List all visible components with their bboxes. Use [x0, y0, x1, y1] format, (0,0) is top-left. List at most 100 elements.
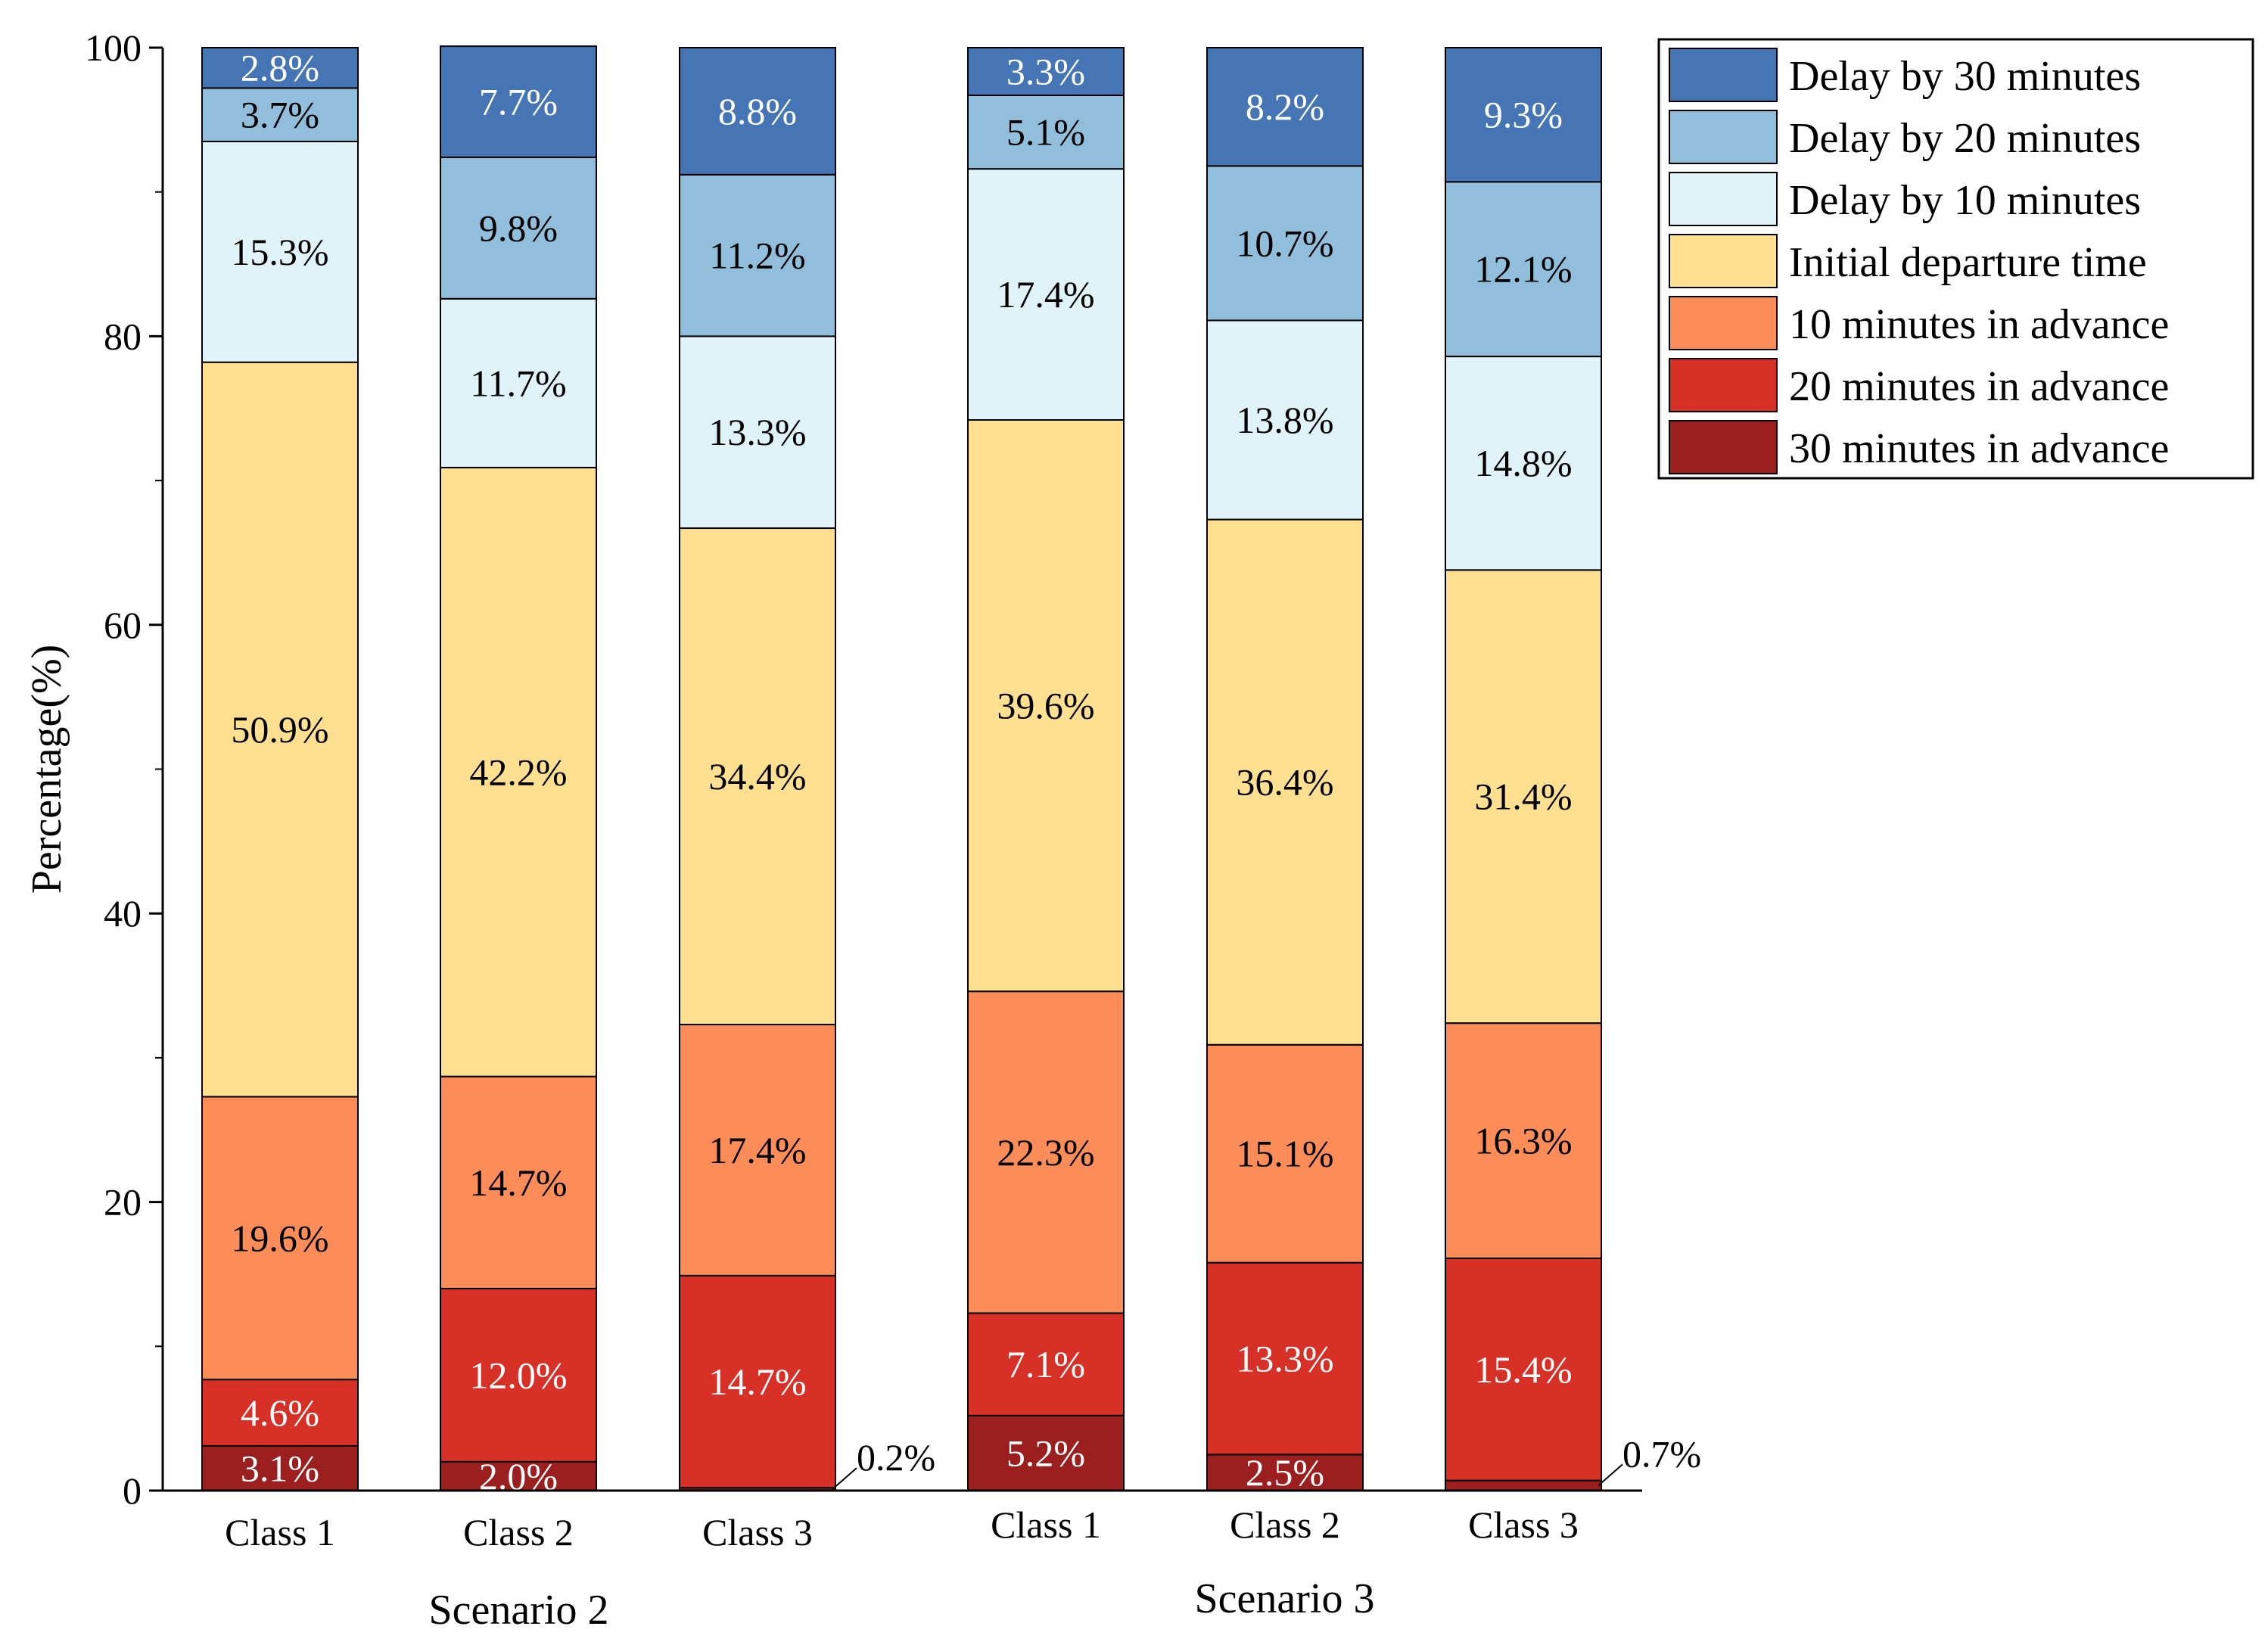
data-label: 12.0%	[469, 1354, 567, 1396]
bar-segment-delay-by-10-minutes-3	[679, 335, 836, 530]
data-label: 7.1%	[1006, 1343, 1085, 1385]
data-label: 14.7%	[469, 1161, 567, 1204]
data-label: 10.7%	[1236, 222, 1333, 264]
y-tick-label: 40	[104, 892, 142, 934]
bar-segment-delay-by-20-minutes-6	[1445, 181, 1602, 358]
group-label: Scenario 2	[429, 1587, 609, 1634]
bar-segment-20-minutes-in-advance-6	[1445, 1257, 1602, 1482]
callout-label: 0.7%	[1622, 1432, 1701, 1475]
data-label: 15.4%	[1474, 1348, 1572, 1391]
legend-label: Delay by 30 minutes	[1789, 53, 2141, 100]
data-label: 15.3%	[231, 231, 328, 273]
bar-segment-initial-departure-time-1	[201, 361, 359, 1098]
y-tick-label: 100	[85, 26, 142, 69]
bar-segment-20-minutes-in-advance-4	[967, 1312, 1125, 1416]
data-label: 12.1%	[1474, 248, 1572, 291]
data-label: 3.3%	[1006, 50, 1085, 92]
bar-segment-initial-departure-time-5	[1206, 518, 1364, 1046]
legend-swatch-delay-by-10-minutes	[1669, 172, 1778, 226]
data-label: 11.7%	[470, 362, 566, 404]
data-label: 5.1%	[1006, 111, 1085, 154]
data-label: 2.5%	[1246, 1451, 1324, 1494]
bar-segment-30-minutes-in-advance-2	[440, 1460, 597, 1491]
data-label: 39.6%	[997, 685, 1094, 727]
data-label: 14.8%	[1474, 442, 1572, 484]
bar-segment-delay-by-30-minutes-2	[440, 45, 597, 158]
y-axis-title: Percentage(%)	[23, 645, 70, 894]
legend-label: Initial departure time	[1789, 239, 2147, 286]
data-label: 9.8%	[479, 207, 558, 249]
y-tick-label: 0	[123, 1469, 142, 1512]
data-label: 5.2%	[1006, 1432, 1085, 1474]
bar-segment-initial-departure-time-4	[967, 419, 1125, 993]
legend-label: Delay by 10 minutes	[1789, 177, 2141, 224]
bar-segment-10-minutes-in-advance-2	[440, 1075, 597, 1290]
data-label: 22.3%	[997, 1131, 1094, 1174]
legend-label: 30 minutes in advance	[1789, 425, 2169, 472]
bar-segment-10-minutes-in-advance-3	[679, 1024, 836, 1276]
x-tick-label: Class 2	[1230, 1503, 1340, 1546]
data-label: 8.2%	[1246, 86, 1324, 128]
legend-swatch-initial-departure-time	[1669, 234, 1778, 288]
bar-segment-10-minutes-in-advance-4	[967, 990, 1125, 1314]
bar-segment-20-minutes-in-advance-3	[679, 1274, 836, 1489]
legend-swatch-10-minutes-in-advance	[1669, 296, 1778, 350]
data-label: 13.3%	[708, 411, 806, 453]
data-label: 13.3%	[1236, 1338, 1333, 1380]
bar-segment-30-minutes-in-advance-1	[201, 1444, 359, 1492]
data-label: 17.4%	[708, 1129, 806, 1171]
bar-segment-30-minutes-in-advance-6	[1445, 1479, 1602, 1492]
x-tick-label: Class 1	[991, 1503, 1101, 1546]
data-label: 50.9%	[231, 708, 328, 751]
bar-segment-delay-by-20-minutes-4	[967, 94, 1125, 170]
x-tick-label: Class 1	[225, 1511, 335, 1553]
data-label: 9.3%	[1484, 94, 1563, 136]
group-label: Scenario 3	[1195, 1575, 1375, 1622]
callout-leader	[832, 1467, 857, 1490]
bar-segment-delay-by-10-minutes-6	[1445, 356, 1602, 571]
x-tick-label: Class 2	[463, 1511, 574, 1553]
y-tick-label: 20	[104, 1181, 142, 1224]
x-tick-label: Class 3	[1468, 1503, 1579, 1546]
bar-segment-initial-departure-time-2	[440, 466, 597, 1077]
bar-segment-delay-by-20-minutes-2	[440, 156, 597, 300]
data-label: 3.1%	[241, 1447, 319, 1489]
callout-leader	[1598, 1463, 1623, 1487]
legend-swatch-20-minutes-in-advance	[1669, 358, 1778, 412]
data-label: 4.6%	[241, 1391, 319, 1434]
legend-swatch-delay-by-20-minutes	[1669, 110, 1778, 164]
data-label: 36.4%	[1236, 761, 1333, 804]
callout-label: 0.2%	[857, 1436, 935, 1479]
data-label: 16.3%	[1474, 1120, 1572, 1162]
bar-segment-delay-by-10-minutes-2	[440, 297, 597, 468]
data-label: 3.7%	[241, 94, 319, 136]
bars-layer	[201, 45, 1602, 1492]
bar-segment-delay-by-30-minutes-3	[679, 47, 836, 176]
data-label: 8.8%	[718, 90, 797, 132]
legend-swatch-delay-by-30-minutes	[1669, 48, 1778, 102]
axes-layer: 0 20 40 60 80 100 Percentage(%) Class 1 Class 2 C…	[23, 26, 1642, 1634]
legend-label: 10 minutes in advance	[1789, 301, 2169, 348]
bar-segment-delay-by-10-minutes-5	[1206, 319, 1364, 521]
data-label: 13.8%	[1236, 399, 1333, 441]
legend: Delay by 30 minutes Delay by 20 minutes De…	[1657, 38, 2254, 480]
bar-segment-initial-departure-time-3	[679, 527, 836, 1026]
data-label: 17.4%	[997, 273, 1094, 316]
bar-segment-delay-by-20-minutes-5	[1206, 165, 1364, 322]
bar-segment-delay-by-30-minutes-5	[1206, 47, 1364, 167]
data-label: 42.2%	[469, 751, 567, 793]
bar-segment-10-minutes-in-advance-5	[1206, 1043, 1364, 1264]
data-label: 14.7%	[708, 1360, 806, 1403]
segment-labels-layer: 3.1%4.6%19.6%50.9%15.3%3.7%2.8%2.0%12.0%…	[231, 47, 1701, 1497]
bar-segment-delay-by-10-minutes-1	[201, 140, 359, 363]
bar-segment-10-minutes-in-advance-6	[1445, 1022, 1602, 1259]
bar-segment-20-minutes-in-advance-2	[440, 1288, 597, 1463]
y-tick-label: 60	[104, 604, 142, 646]
y-tick-label: 80	[104, 315, 142, 357]
bar-segment-delay-by-30-minutes-4	[967, 47, 1125, 96]
data-label: 34.4%	[708, 755, 806, 798]
bar-segment-20-minutes-in-advance-5	[1206, 1261, 1364, 1456]
data-label: 15.1%	[1236, 1133, 1333, 1175]
